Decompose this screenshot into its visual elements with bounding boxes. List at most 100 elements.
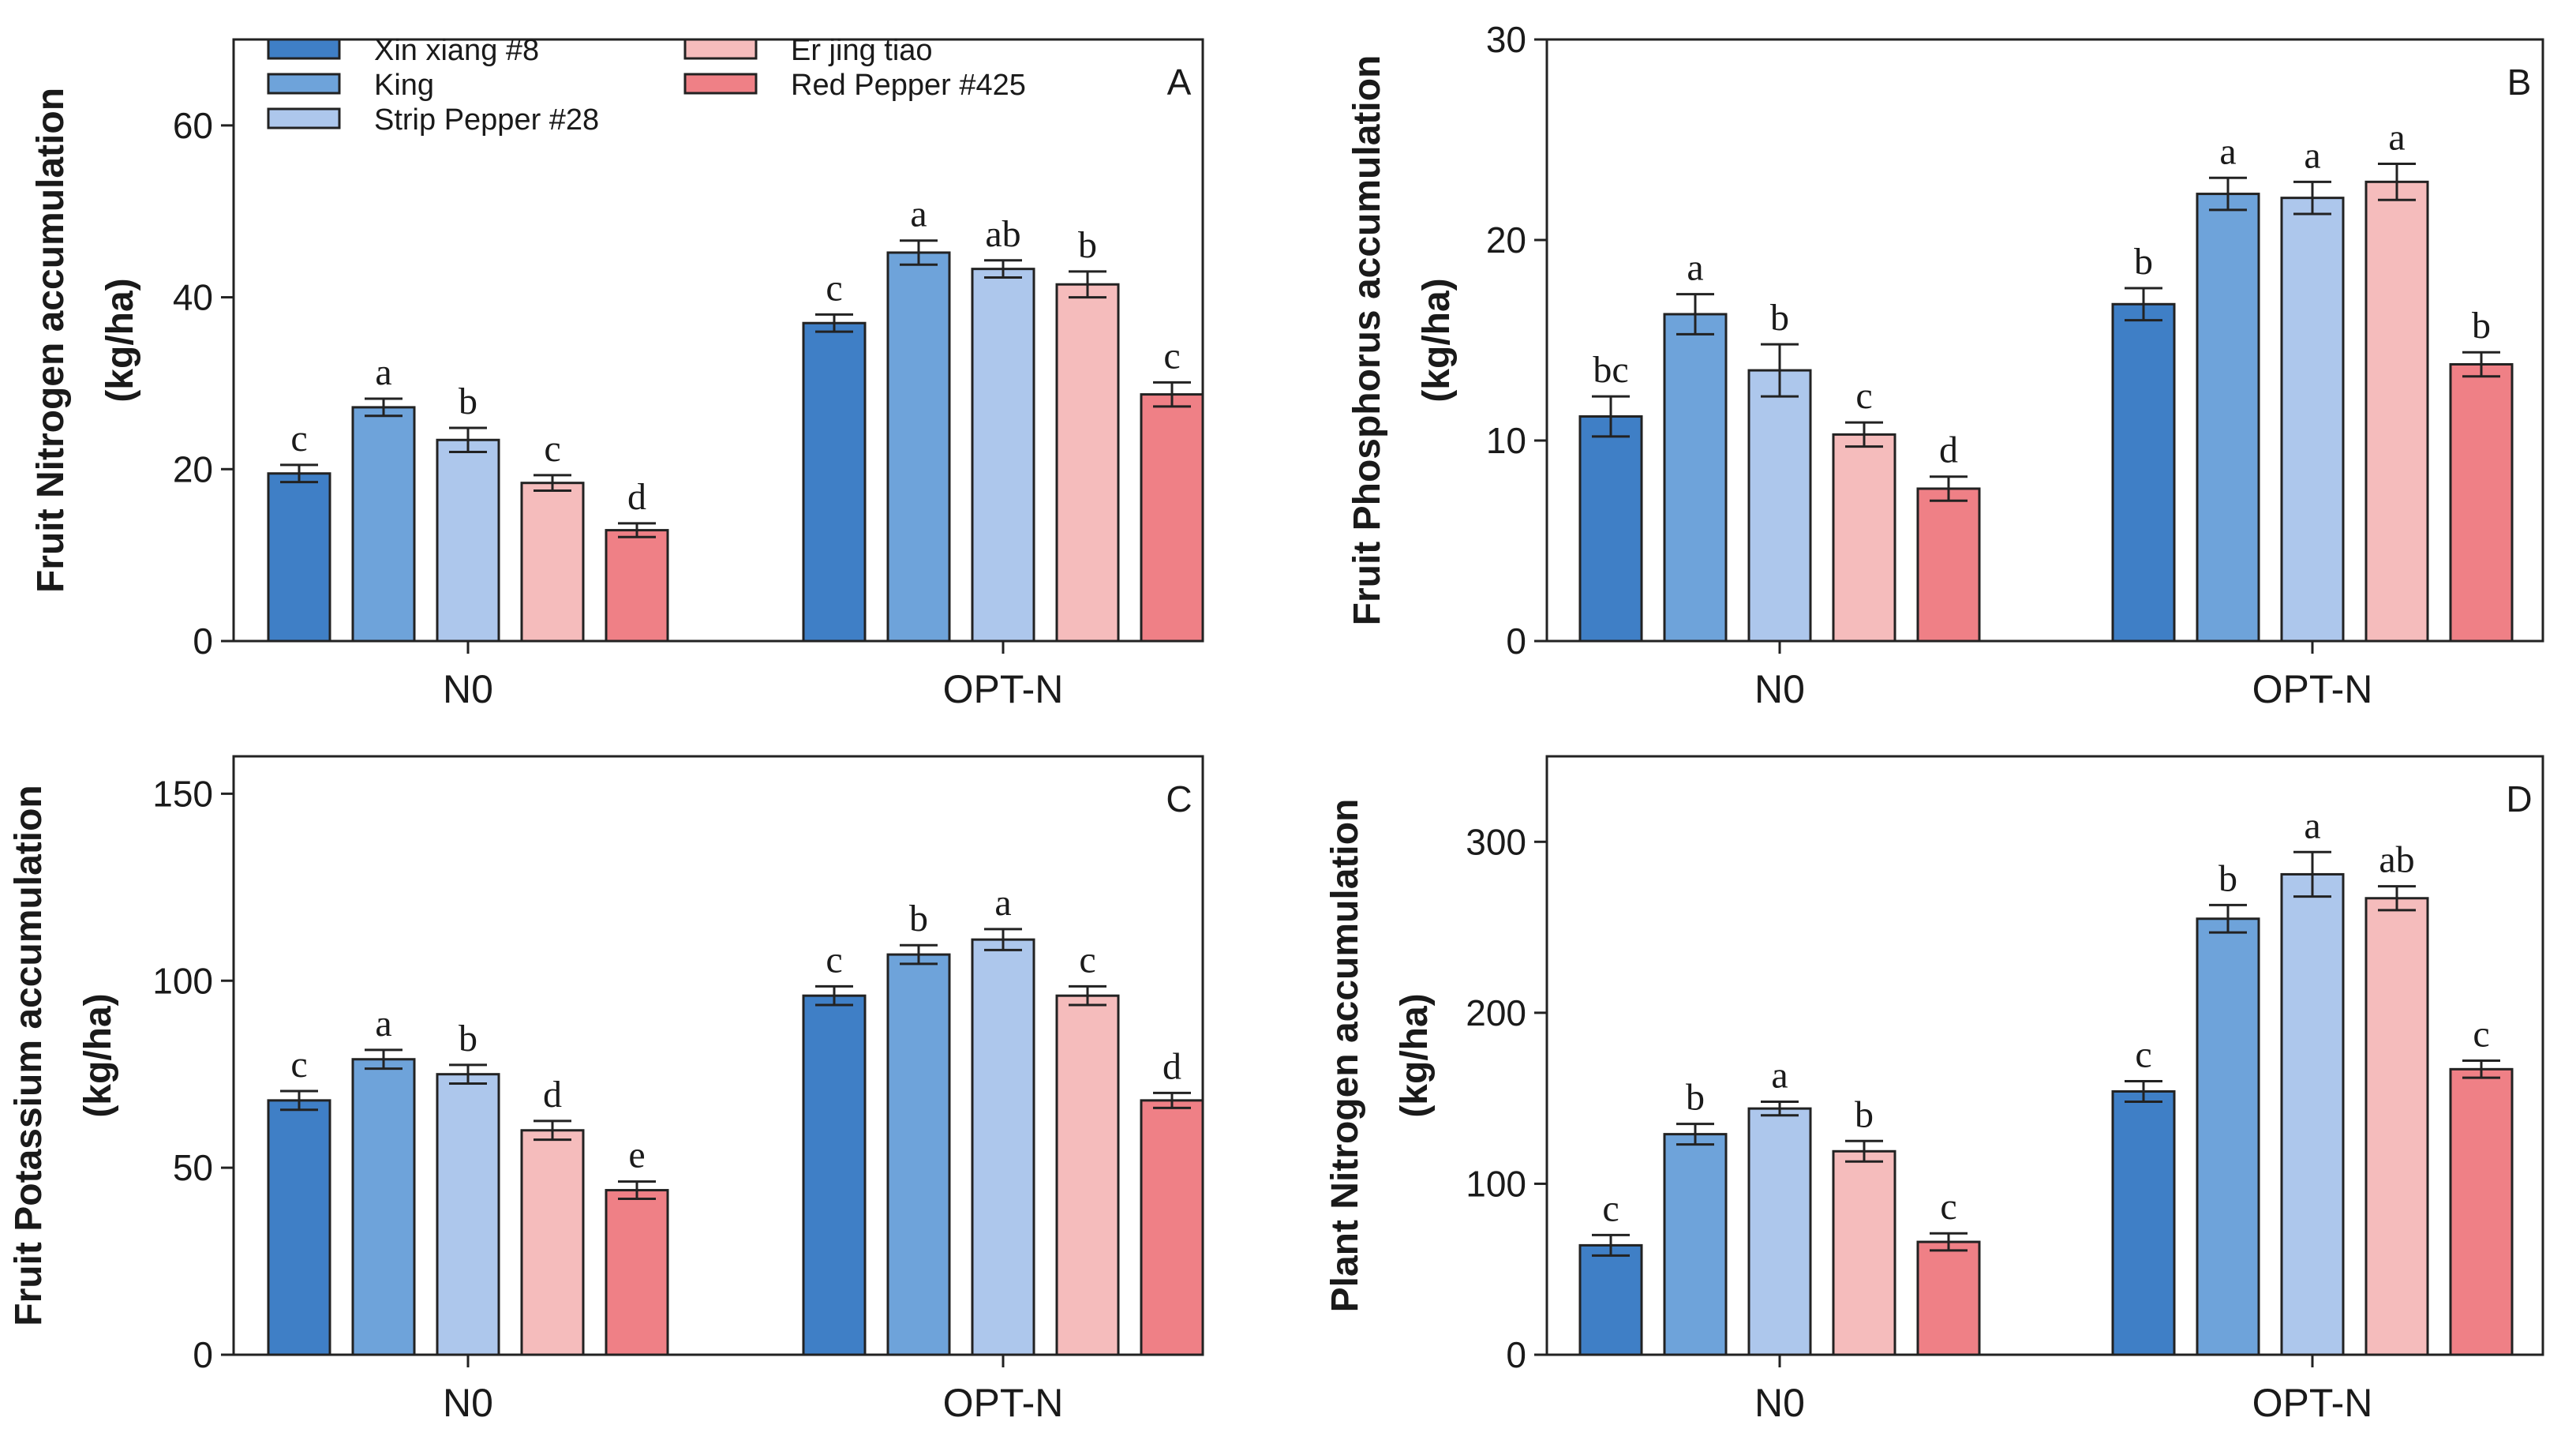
y-axis-title: Fruit Nitrogen accumulation — [30, 88, 72, 593]
significance-letter: b — [1855, 1093, 1874, 1135]
significance-letter: ab — [2379, 839, 2414, 881]
bar — [1578, 1243, 1643, 1356]
bar — [1832, 433, 1896, 643]
y-axis-title-unit: (kg/ha) — [1416, 278, 1458, 402]
bar — [1916, 487, 1981, 643]
bar — [1055, 994, 1120, 1356]
significance-letter: a — [2219, 130, 2236, 172]
significance-letter: b — [2472, 305, 2491, 347]
panel-A: 0 20 40 60 Fruit Nitrogen accumulation (kg/ha… — [30, 38, 1204, 711]
significance-letter: c — [2135, 1033, 2151, 1075]
legend-swatch — [267, 38, 341, 60]
bar — [2111, 302, 2176, 643]
significance-letter: c — [1163, 335, 1180, 377]
bar — [267, 472, 331, 643]
x-tick-label: N0 — [443, 1381, 493, 1425]
bar — [2364, 180, 2429, 643]
significance-letter: a — [375, 1003, 391, 1044]
bar — [886, 251, 951, 643]
panel-letter: B — [2507, 62, 2532, 103]
y-axis-title-unit: (kg/ha) — [1394, 993, 1436, 1117]
significance-letter: b — [2218, 857, 2237, 899]
legend-swatch — [267, 107, 341, 129]
x-tick-label: OPT-N — [2252, 1381, 2373, 1425]
y-tick-label: 300 — [1466, 821, 1526, 862]
y-tick-label: 0 — [1506, 621, 1526, 662]
y-tick-label: 40 — [173, 277, 213, 318]
legend-label: Xin xiang #8 — [374, 34, 539, 67]
bar — [2364, 897, 2429, 1356]
significance-letter: c — [1855, 375, 1872, 417]
y-tick-label: 20 — [173, 448, 213, 489]
x-tick-label: OPT-N — [943, 667, 1064, 711]
bar — [2280, 197, 2345, 643]
x-tick-label: N0 — [1754, 1381, 1805, 1425]
bar — [2280, 872, 2345, 1356]
significance-letter: c — [826, 267, 842, 309]
bar — [520, 1129, 585, 1356]
bar — [1916, 1240, 1981, 1356]
legend-swatch — [267, 73, 341, 95]
significance-letter: c — [1079, 939, 1095, 981]
y-tick-label: 100 — [152, 960, 213, 1001]
bar — [2196, 193, 2260, 643]
significance-letter: d — [543, 1074, 562, 1116]
plot-frame — [1545, 755, 2544, 1356]
significance-letter: b — [1686, 1077, 1705, 1119]
panel-B: 0 10 20 30 Fruit Phosphorus accumulation (kg/… — [1346, 19, 2544, 711]
bar — [1663, 313, 1728, 643]
y-tick-label: 150 — [152, 773, 213, 814]
x-tick-label: OPT-N — [2252, 667, 2373, 711]
x-tick-label: OPT-N — [943, 1381, 1064, 1425]
y-tick-label: 60 — [173, 105, 213, 146]
significance-letter: a — [2388, 116, 2405, 158]
bar — [520, 482, 585, 643]
y-axis-title: Fruit Phosphorus accumulation — [1346, 55, 1388, 626]
legend-label: Red Pepper #425 — [791, 69, 1026, 102]
bar — [2111, 1089, 2176, 1356]
y-tick-label: 0 — [1506, 1334, 1526, 1375]
y-tick-label: 50 — [173, 1147, 213, 1188]
significance-letter: bc — [1593, 349, 1628, 391]
significance-letter: a — [910, 193, 927, 235]
y-tick-label: 10 — [1486, 420, 1526, 461]
legend-swatch — [683, 73, 758, 95]
panel-letter: A — [1167, 62, 1192, 103]
y-tick-label: 30 — [1486, 19, 1526, 60]
legend-swatch — [683, 38, 758, 60]
bar — [2449, 362, 2514, 643]
bar — [1747, 1107, 1812, 1356]
significance-letter: c — [290, 1044, 307, 1086]
bar — [1578, 415, 1643, 643]
legend-label: Er jing tiao — [791, 34, 933, 67]
bar — [1055, 283, 1120, 643]
significance-letter: a — [1687, 247, 1703, 289]
bar — [1663, 1133, 1728, 1356]
significance-letter: b — [2134, 241, 2153, 283]
significance-letter: c — [826, 939, 842, 981]
bar — [605, 1189, 669, 1356]
significance-letter: b — [909, 898, 928, 939]
y-tick-label: 0 — [193, 1334, 213, 1375]
significance-letter: c — [1940, 1186, 1956, 1228]
bar — [1747, 369, 1812, 643]
bar — [2449, 1067, 2514, 1356]
y-tick-label: 20 — [1486, 219, 1526, 261]
significance-letter: d — [627, 476, 646, 518]
significance-letter: c — [544, 428, 560, 470]
y-axis-title: Fruit Potassium accumulation — [8, 785, 50, 1326]
significance-letter: a — [994, 882, 1011, 924]
bar — [971, 938, 1035, 1356]
significance-letter: b — [459, 1018, 477, 1059]
significance-letter: a — [2304, 804, 2320, 846]
x-tick-label: N0 — [443, 667, 493, 711]
plot-frame — [1545, 38, 2544, 643]
legend-label: Strip Pepper #28 — [374, 103, 599, 137]
significance-letter: b — [459, 381, 477, 422]
bar — [351, 406, 416, 643]
panel-D: 0 100 200 300 Plant Nitrogen accumulation (kg… — [1324, 755, 2544, 1425]
panel-letter: C — [1166, 778, 1192, 819]
bar — [886, 953, 951, 1356]
